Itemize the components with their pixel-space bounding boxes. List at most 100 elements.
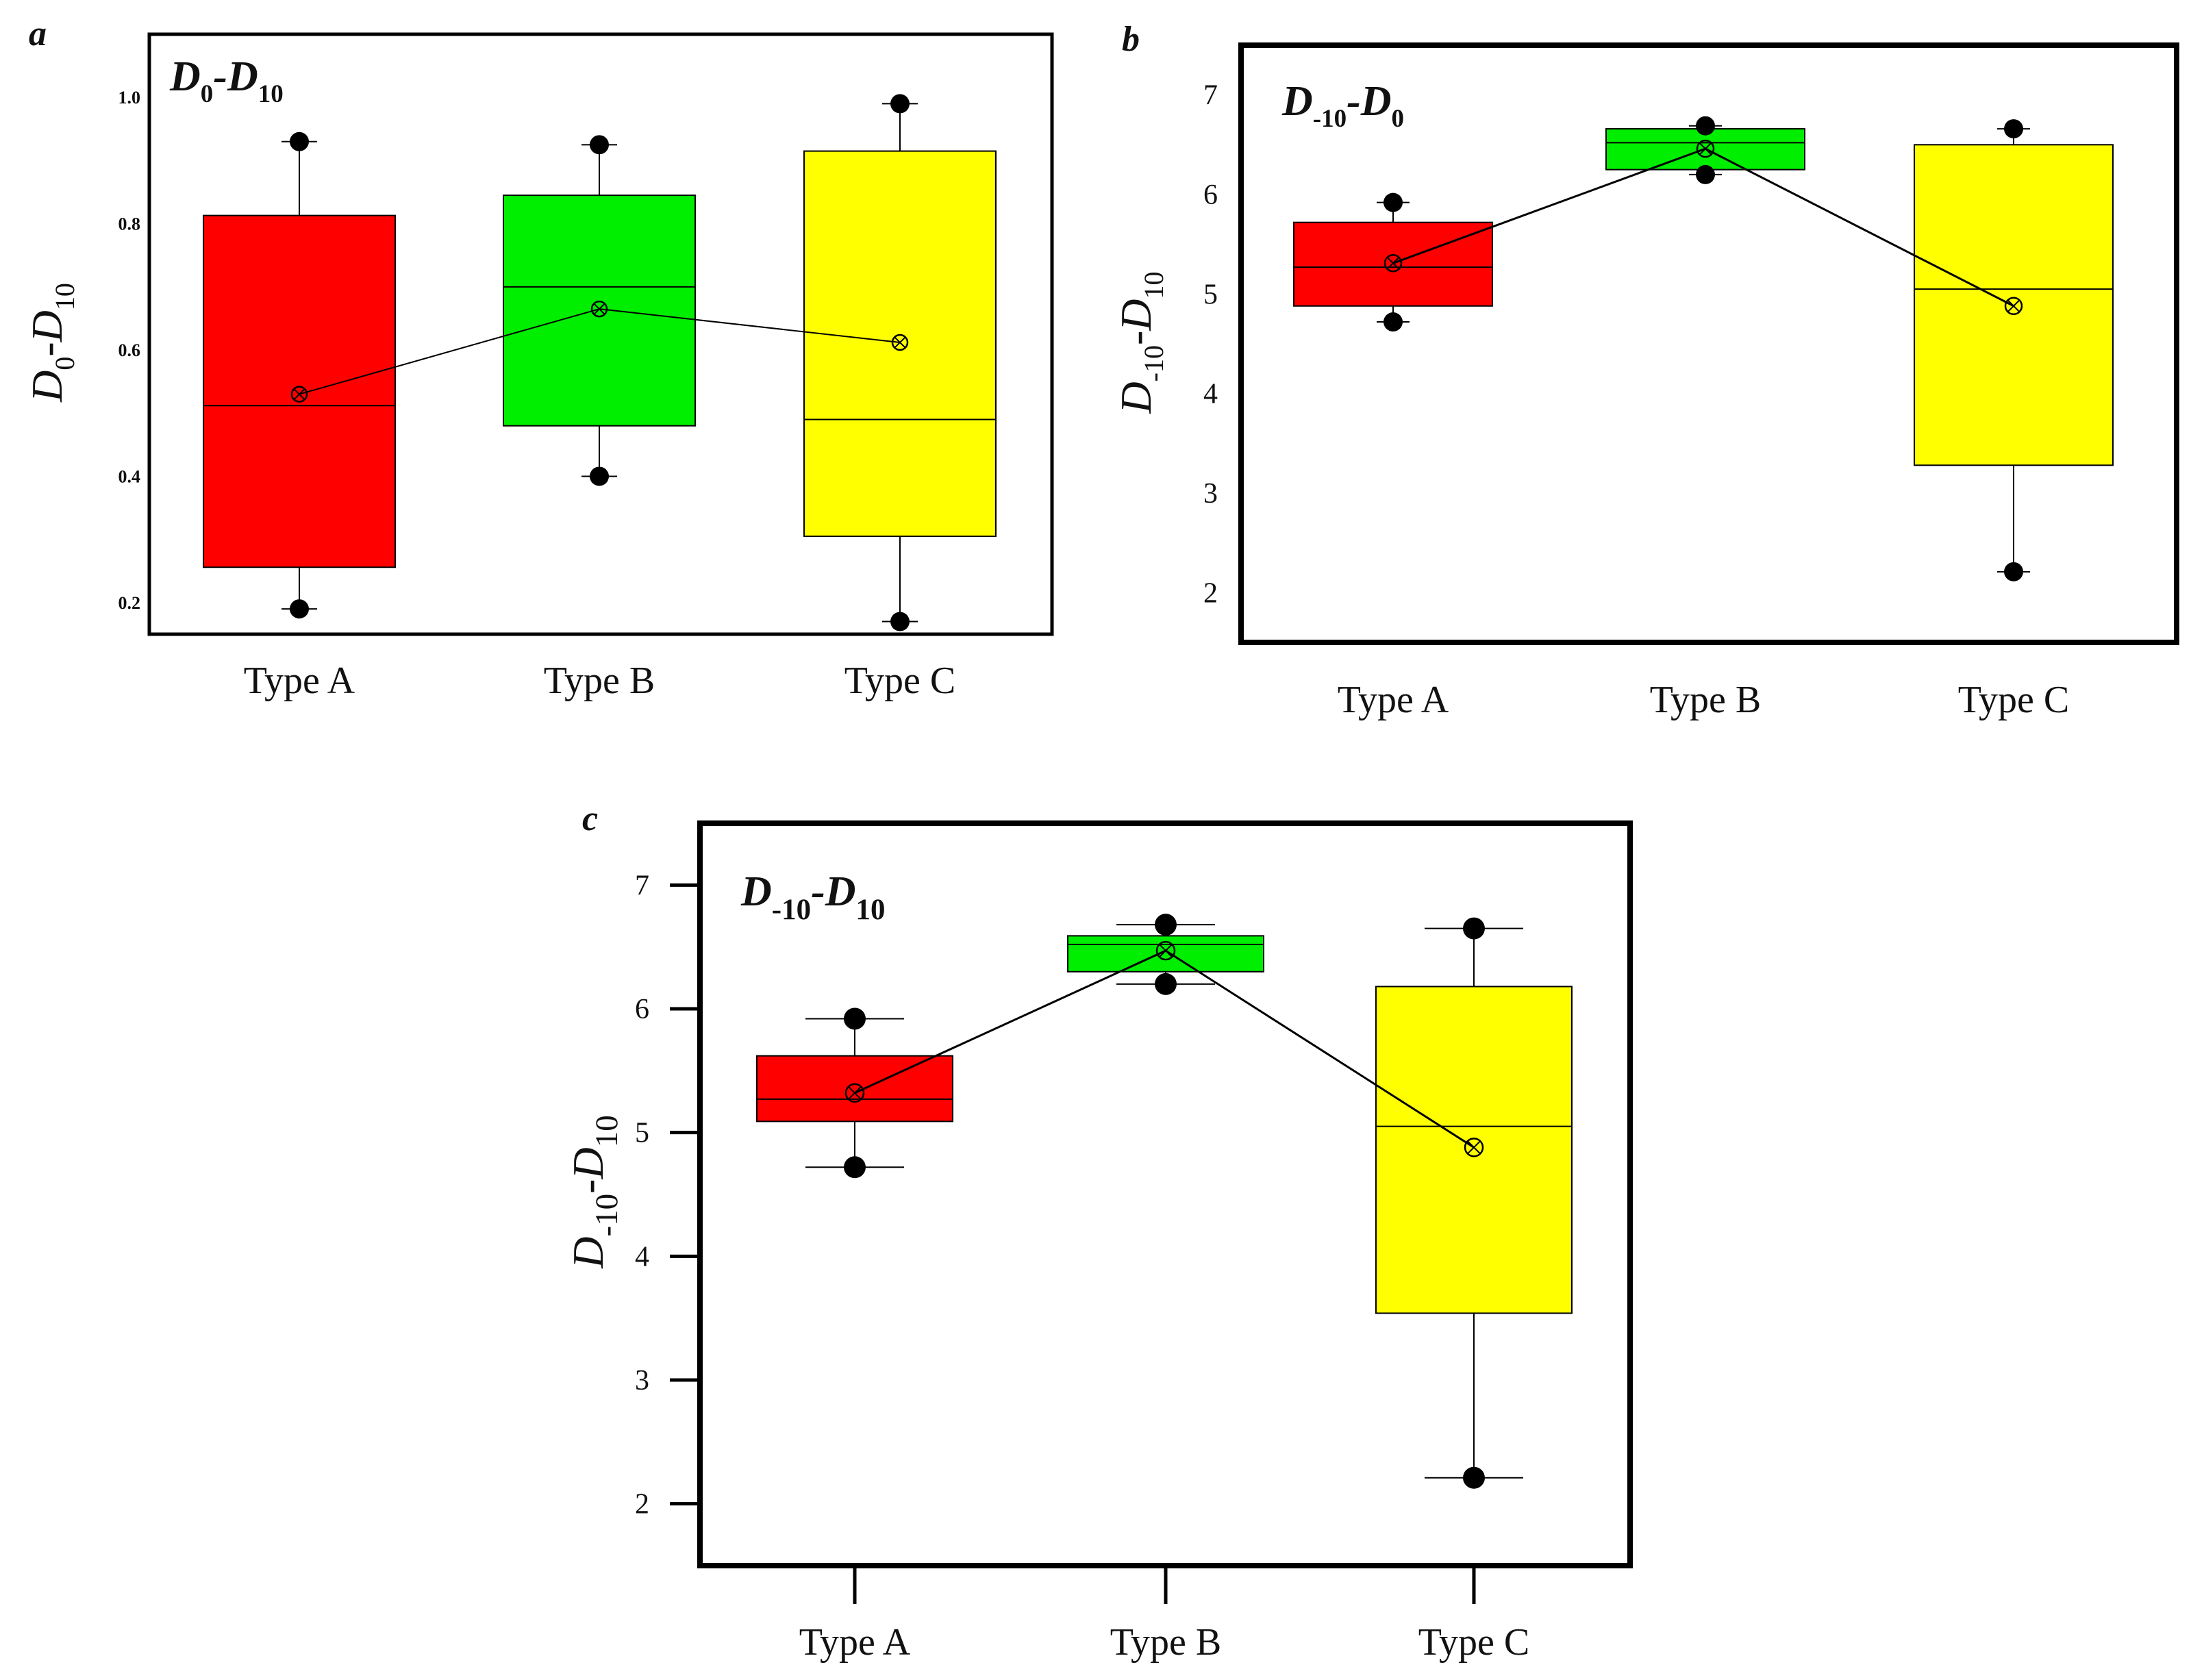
max-point — [1463, 917, 1485, 940]
mean-marker-cross — [293, 388, 305, 401]
y-tick-label: 3 — [635, 1365, 649, 1396]
mean-marker-ring — [1464, 1138, 1484, 1157]
box-type-c — [1375, 917, 1573, 1489]
x-tick-label: Type C — [1958, 679, 2070, 721]
label-subscript: 0 — [49, 357, 80, 371]
label-base: D — [740, 868, 772, 915]
label-base: - — [1347, 78, 1361, 125]
y-tick-label: 4 — [635, 1241, 649, 1272]
label-subscript: 10 — [1138, 271, 1169, 299]
label-subscript: 10 — [258, 80, 284, 108]
max-point — [590, 135, 609, 155]
box-iqr — [803, 150, 997, 538]
mean-marker-ring — [290, 386, 308, 403]
label-base: - — [213, 53, 227, 100]
mean-marker — [891, 334, 909, 351]
label-base: D — [564, 1236, 612, 1268]
min-point — [290, 599, 309, 619]
plot-frame — [1238, 42, 2179, 645]
y-tick-label: 0.8 — [118, 214, 141, 234]
panel-letter: c — [582, 799, 598, 838]
min-point — [844, 1156, 866, 1179]
y-tick-label: 7 — [635, 870, 649, 901]
y-tick-label: 4 — [1203, 379, 1218, 410]
max-point — [1384, 192, 1403, 212]
label-base: D — [564, 1147, 612, 1179]
mean-marker-ring — [1155, 940, 1176, 961]
mean-marker — [290, 386, 308, 403]
x-tick-label: Type B — [1110, 1621, 1222, 1664]
x-tick-label: Type B — [1650, 679, 1762, 721]
max-point — [1696, 116, 1715, 136]
max-point — [2004, 119, 2023, 139]
label-subscript: 0 — [201, 80, 214, 108]
mean-marker — [2004, 297, 2023, 316]
x-tick-label: Type C — [1418, 1621, 1530, 1664]
mean-marker — [590, 300, 608, 318]
y-tick-label: 1.0 — [118, 88, 141, 108]
y-tick-label: 6 — [1203, 179, 1218, 211]
label-base: D — [1112, 381, 1160, 414]
mean-marker-cross — [1386, 257, 1400, 270]
x-tick-label: Type C — [844, 660, 956, 702]
label-subscript: 0 — [1392, 105, 1405, 133]
panel-letter: b — [1122, 20, 1140, 59]
box-iqr — [203, 214, 396, 568]
mean-marker-cross — [593, 303, 605, 315]
mean-marker-ring — [1696, 139, 1715, 158]
box-iqr — [1375, 986, 1573, 1314]
box-type-c — [1914, 119, 2114, 581]
box-iqr — [1293, 221, 1493, 307]
mean-marker-cross — [2007, 299, 2020, 312]
label-subscript: 10 — [589, 1115, 625, 1147]
y-tick-label: 3 — [1203, 478, 1218, 510]
mean-marker — [1464, 1138, 1484, 1157]
y-tick-label: 7 — [1203, 80, 1218, 112]
box-type-a — [203, 131, 396, 619]
y-axis-label: D-10-D10 — [564, 1115, 625, 1268]
label-base: D — [227, 53, 258, 100]
min-point — [1384, 312, 1403, 332]
label-base: - — [1112, 331, 1160, 345]
label-base: D — [825, 868, 856, 915]
box-type-a — [1293, 192, 1493, 332]
label-base: D — [23, 310, 71, 342]
mean-marker — [1155, 940, 1176, 961]
mean-marker-cross — [1467, 1140, 1481, 1155]
mean-marker-ring — [1384, 254, 1403, 273]
min-point — [2004, 562, 2023, 581]
mean-marker-ring — [590, 300, 608, 318]
inner-label: D-10-D10 — [740, 868, 886, 926]
min-point — [1696, 164, 1715, 184]
mean-marker-ring — [2004, 297, 2023, 316]
max-point — [1155, 914, 1177, 936]
max-point — [290, 131, 309, 151]
y-axis-label: D-10-D10 — [1112, 271, 1169, 414]
label-base: D — [23, 371, 71, 403]
mean-marker — [1384, 254, 1403, 273]
x-tick-label: Type A — [244, 660, 355, 702]
y-tick-label: 6 — [635, 994, 649, 1025]
inner-label: D-10-D0 — [1281, 78, 1404, 133]
box-type-b — [503, 135, 696, 486]
min-point — [1155, 973, 1177, 995]
label-base: D — [169, 53, 201, 100]
min-point — [890, 612, 910, 631]
mean-marker-ring — [844, 1083, 865, 1103]
y-tick-label: 2 — [1203, 577, 1218, 609]
mean-marker-cross — [1159, 944, 1173, 957]
x-tick-label: Type A — [1338, 679, 1449, 721]
min-point — [590, 466, 609, 486]
label-base: - — [564, 1179, 612, 1194]
y-tick-label: 0.2 — [118, 593, 141, 613]
label-subscript: -10 — [772, 894, 811, 926]
label-subscript: -10 — [589, 1194, 625, 1237]
inner-label: D0-D10 — [169, 53, 284, 108]
y-tick-label: 0.6 — [118, 340, 141, 360]
label-subscript: -10 — [1313, 105, 1347, 133]
label-base: - — [811, 868, 825, 915]
